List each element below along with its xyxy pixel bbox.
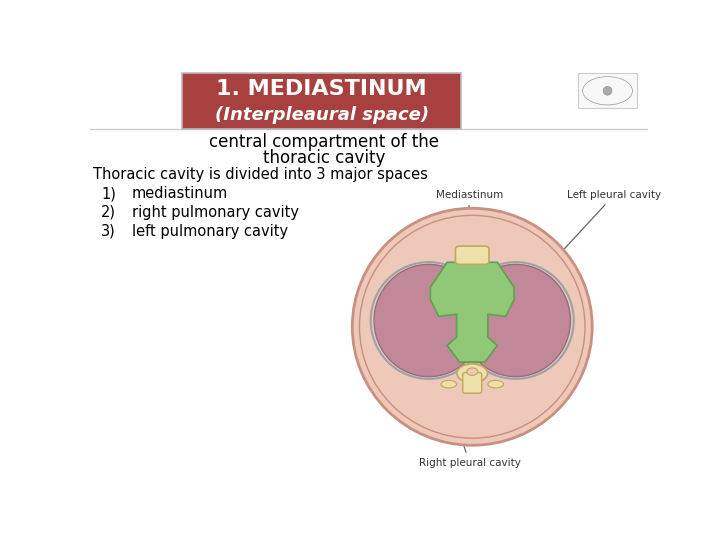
Polygon shape — [431, 262, 514, 362]
Text: 2): 2) — [101, 205, 116, 220]
Text: Left pleural cavity: Left pleural cavity — [528, 190, 661, 287]
Text: (Interpleaural space): (Interpleaural space) — [215, 106, 428, 124]
Text: central compartment of the: central compartment of the — [210, 133, 439, 151]
Text: Mediastinum: Mediastinum — [436, 190, 503, 266]
FancyBboxPatch shape — [182, 73, 461, 129]
Text: 1): 1) — [101, 186, 116, 201]
Ellipse shape — [441, 380, 456, 388]
Ellipse shape — [467, 368, 478, 375]
Text: Right pleural cavity: Right pleural cavity — [418, 431, 521, 468]
FancyBboxPatch shape — [578, 73, 637, 109]
Text: right pulmonary cavity: right pulmonary cavity — [132, 205, 299, 220]
Text: thoracic cavity: thoracic cavity — [264, 150, 385, 167]
Ellipse shape — [457, 364, 487, 383]
Ellipse shape — [488, 380, 503, 388]
Text: left pulmonary cavity: left pulmonary cavity — [132, 224, 288, 239]
Ellipse shape — [352, 208, 593, 446]
Ellipse shape — [359, 215, 585, 438]
FancyBboxPatch shape — [463, 373, 482, 393]
FancyBboxPatch shape — [456, 246, 489, 265]
Ellipse shape — [374, 265, 483, 377]
Ellipse shape — [461, 265, 570, 377]
Text: 3): 3) — [101, 224, 116, 239]
Text: Thoracic cavity is divided into 3 major spaces: Thoracic cavity is divided into 3 major … — [93, 167, 428, 183]
Text: 1. MEDIASTINUM: 1. MEDIASTINUM — [216, 79, 427, 99]
Text: mediastinum: mediastinum — [132, 186, 228, 201]
Ellipse shape — [603, 86, 612, 95]
